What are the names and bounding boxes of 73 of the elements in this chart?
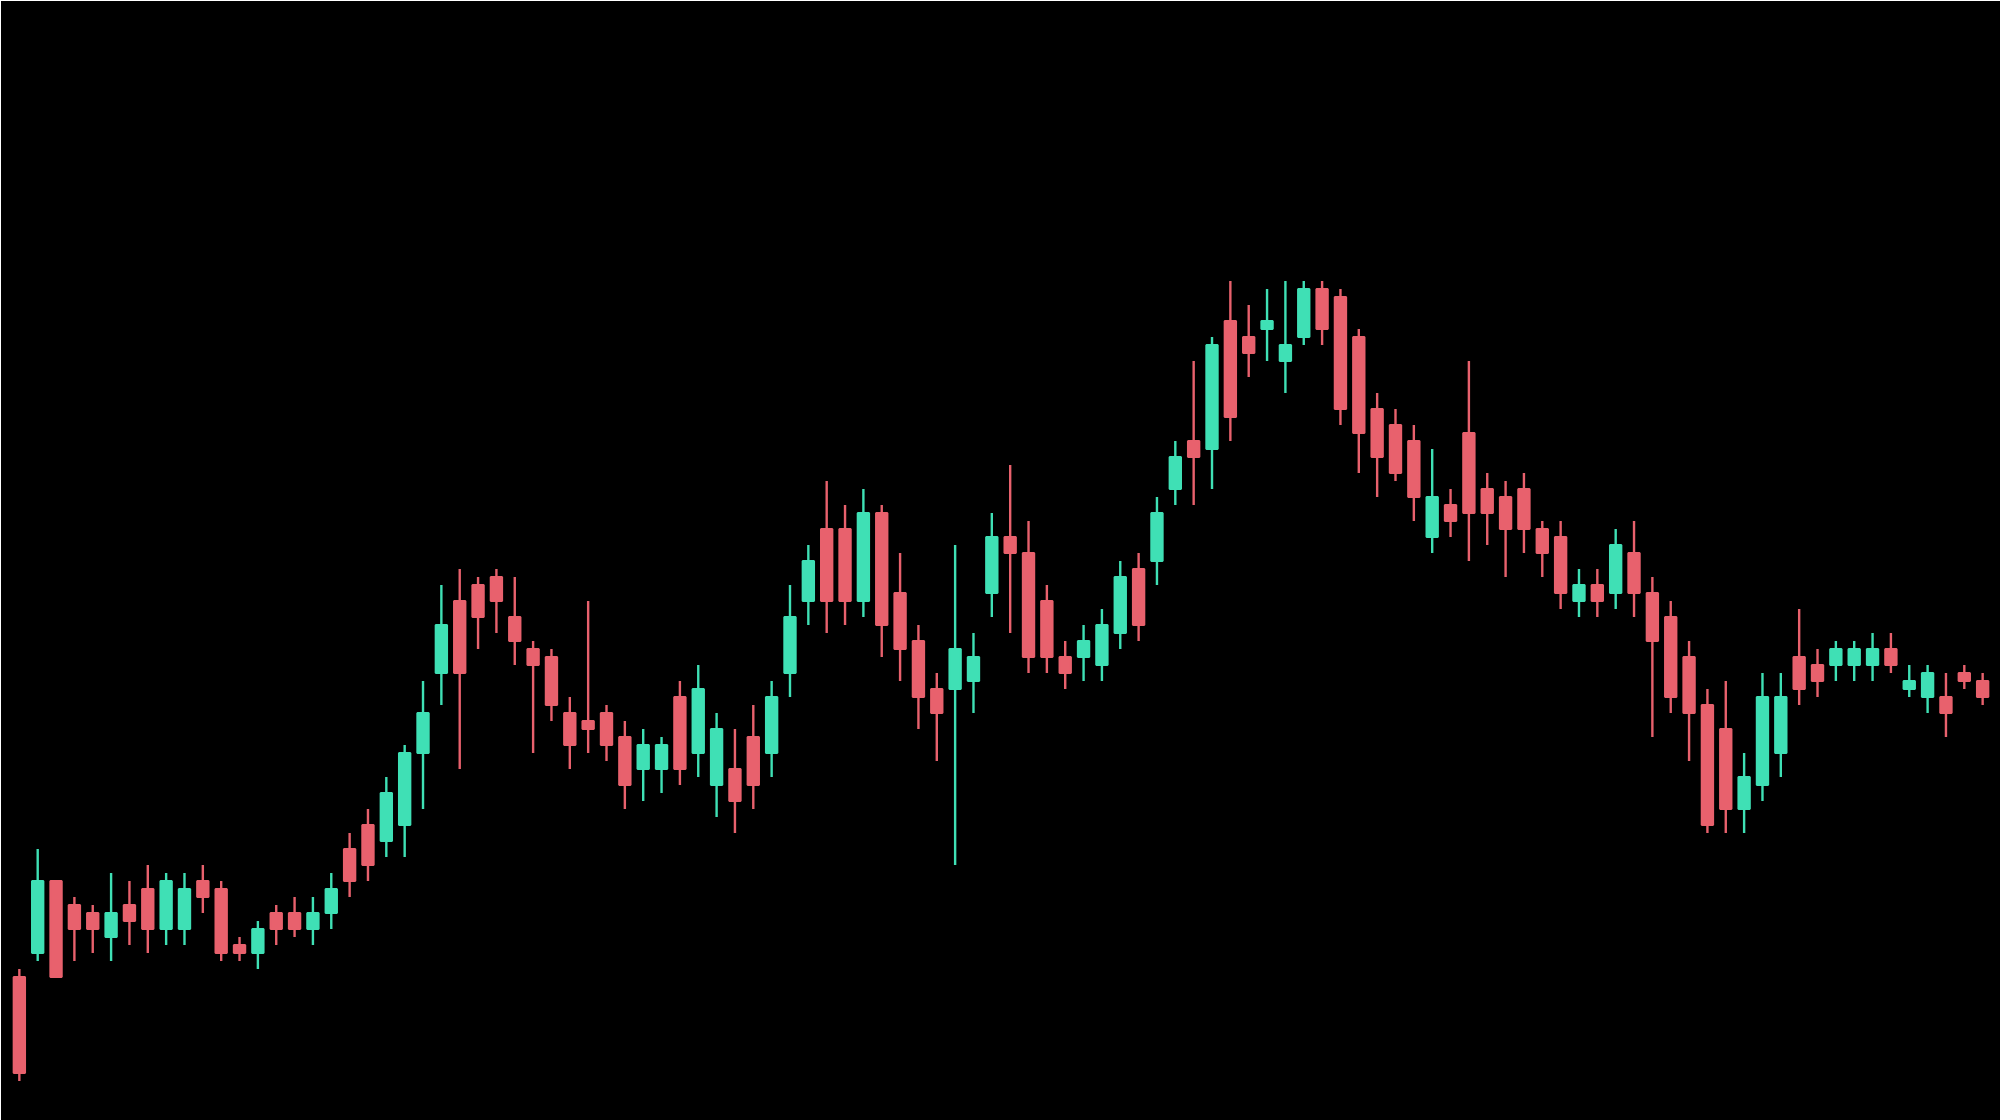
candlestick	[196, 863, 210, 915]
candlestick	[581, 599, 595, 755]
candlestick	[177, 871, 192, 947]
candlestick	[1829, 639, 1843, 683]
candlestick	[526, 639, 540, 755]
candlestick	[159, 871, 173, 947]
candlestick	[1480, 471, 1494, 547]
candlestick	[1572, 567, 1586, 619]
candlestick	[471, 575, 485, 651]
candlestick	[1957, 663, 1971, 691]
candlestick	[1058, 639, 1072, 691]
candlestick	[251, 919, 265, 971]
candlestick	[563, 695, 577, 771]
candlestick	[599, 703, 614, 763]
candlestick	[1150, 495, 1164, 587]
candlestick	[636, 727, 650, 803]
candlestick	[1865, 631, 1880, 683]
candlestick	[324, 871, 338, 931]
candlestick	[361, 807, 375, 883]
candlestick	[1920, 663, 1935, 715]
candlestick	[1902, 663, 1916, 699]
candlestick	[1370, 391, 1384, 499]
candlestick	[306, 895, 320, 947]
candlestick	[544, 647, 559, 723]
candlestick	[1975, 671, 1990, 707]
candlestick	[104, 871, 118, 963]
candlestick	[1425, 447, 1439, 555]
candlestick	[1076, 623, 1091, 683]
candlestick	[1645, 575, 1660, 739]
candlestick	[1810, 647, 1825, 699]
candlestick	[489, 567, 504, 635]
candlestick	[1884, 631, 1898, 675]
candlestick	[379, 775, 394, 859]
candlestick	[1168, 439, 1182, 507]
candlestick	[86, 903, 100, 955]
candlestick	[1315, 279, 1329, 347]
candlestick	[1278, 279, 1293, 395]
candlestick	[1186, 359, 1201, 507]
candlestick	[746, 703, 760, 811]
candlestick	[654, 735, 669, 795]
candlestick	[1792, 607, 1806, 707]
candlestick	[416, 679, 430, 811]
candlestick	[801, 543, 816, 627]
candlestick	[1535, 519, 1549, 579]
candlestick	[287, 895, 302, 939]
candlestick	[1443, 487, 1458, 539]
candlestick	[434, 583, 449, 707]
candlestick	[232, 935, 247, 963]
candlestick	[1517, 471, 1531, 555]
candlestick	[1095, 607, 1109, 683]
candlestick	[1939, 671, 1953, 739]
candlestick	[1242, 303, 1256, 379]
candlestick	[1590, 567, 1605, 619]
candlestick	[1388, 407, 1403, 483]
candlestick	[1297, 279, 1311, 347]
candlestick	[1260, 287, 1274, 363]
candlestick	[342, 831, 357, 899]
candlestick	[1627, 519, 1641, 619]
candlestick	[508, 575, 522, 667]
candlestick	[930, 671, 944, 763]
candlestick	[728, 727, 742, 835]
candlestick	[1847, 639, 1861, 683]
candlestick	[122, 879, 137, 947]
candlestick	[269, 903, 283, 947]
candlestick	[1003, 463, 1017, 635]
candlestick	[618, 719, 632, 811]
candlestick	[141, 863, 155, 955]
candlestick	[1737, 751, 1751, 835]
candlestick	[948, 543, 962, 867]
candlestick	[67, 895, 82, 963]
candlestick	[1498, 479, 1513, 579]
candlestick	[1608, 527, 1623, 611]
candlestick	[966, 631, 981, 715]
